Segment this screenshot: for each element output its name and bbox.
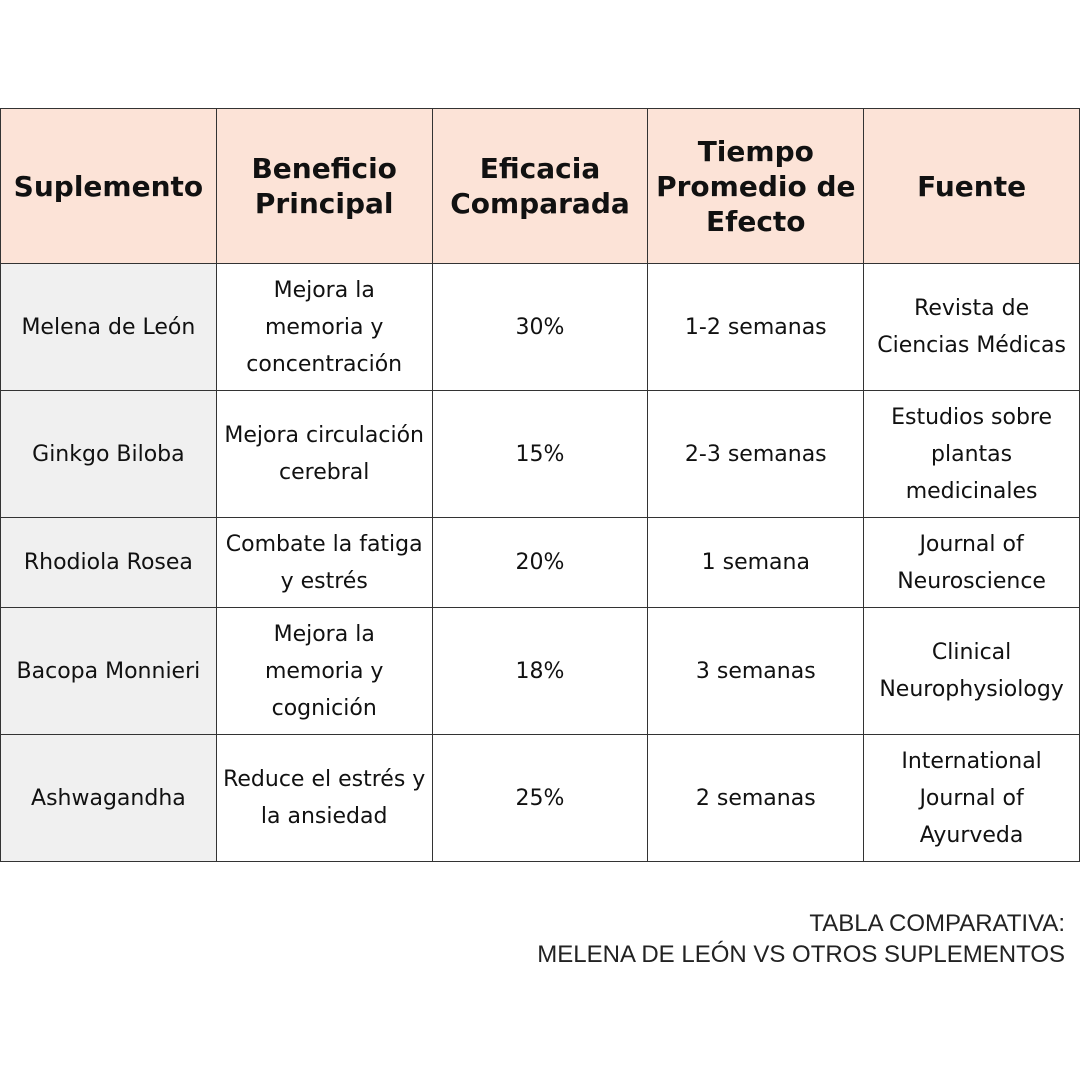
table-cell: Mejora la memoria y cognición bbox=[215, 607, 433, 735]
table-cell: 15% bbox=[431, 390, 649, 518]
table-cell: 2 semanas bbox=[647, 734, 865, 862]
table-caption: TABLA COMPARATIVA: MELENA DE LEÓN VS OTR… bbox=[537, 908, 1065, 970]
table-cell: 30% bbox=[431, 263, 649, 391]
table-cell: Rhodiola Rosea bbox=[0, 517, 217, 608]
header-cell: Eficacia Comparada bbox=[431, 108, 649, 264]
caption-line: TABLA COMPARATIVA: bbox=[809, 910, 1065, 937]
table-cell: 25% bbox=[431, 734, 649, 862]
table-cell: Melena de León bbox=[0, 263, 217, 391]
table-row: Bacopa Monnieri Mejora la memoria y cogni… bbox=[0, 607, 1080, 735]
table-cell: Ginkgo Biloba bbox=[0, 390, 217, 518]
table-cell: Combate la fatiga y estrés bbox=[215, 517, 433, 608]
header-row: Suplemento Beneficio Principal Eficacia … bbox=[0, 108, 1080, 264]
table-row: Ashwagandha Reduce el estrés y la ansieda… bbox=[0, 734, 1080, 862]
header-cell: Fuente bbox=[863, 108, 1080, 264]
table-cell: 3 semanas bbox=[647, 607, 865, 735]
table-cell: 20% bbox=[431, 517, 649, 608]
table-row: Ginkgo Biloba Mejora circulación cerebral… bbox=[0, 390, 1080, 518]
header-cell: Suplemento bbox=[0, 108, 217, 264]
header-cell: Tiempo Promedio de Efecto bbox=[647, 108, 865, 264]
table-cell: 1 semana bbox=[647, 517, 865, 608]
table-cell: Estudios sobre plantas medicinales bbox=[863, 390, 1080, 518]
caption-line: MELENA DE LEÓN VS OTROS SUPLEMENTOS bbox=[537, 941, 1065, 968]
table-cell: Clinical Neurophysiology bbox=[863, 607, 1080, 735]
table-cell: 18% bbox=[431, 607, 649, 735]
table-cell: 2-3 semanas bbox=[647, 390, 865, 518]
table-cell: Ashwagandha bbox=[0, 734, 217, 862]
table-cell: International Journal of Ayurveda bbox=[863, 734, 1080, 862]
table-cell: Mejora la memoria y concentración bbox=[215, 263, 433, 391]
table-cell: Bacopa Monnieri bbox=[0, 607, 217, 735]
table-cell: Journal of Neuroscience bbox=[863, 517, 1080, 608]
header-cell: Beneficio Principal bbox=[215, 108, 433, 264]
table-cell: Reduce el estrés y la ansiedad bbox=[215, 734, 433, 862]
table-row: Melena de León Mejora la memoria y concen… bbox=[0, 263, 1080, 391]
table-cell: Mejora circulación cerebral bbox=[215, 390, 433, 518]
table-row: Rhodiola Rosea Combate la fatiga y estrés… bbox=[0, 517, 1080, 608]
comparison-table: Suplemento Beneficio Principal Eficacia … bbox=[0, 108, 1080, 862]
table-cell: Revista de Ciencias Médicas bbox=[863, 263, 1080, 391]
table-cell: 1-2 semanas bbox=[647, 263, 865, 391]
